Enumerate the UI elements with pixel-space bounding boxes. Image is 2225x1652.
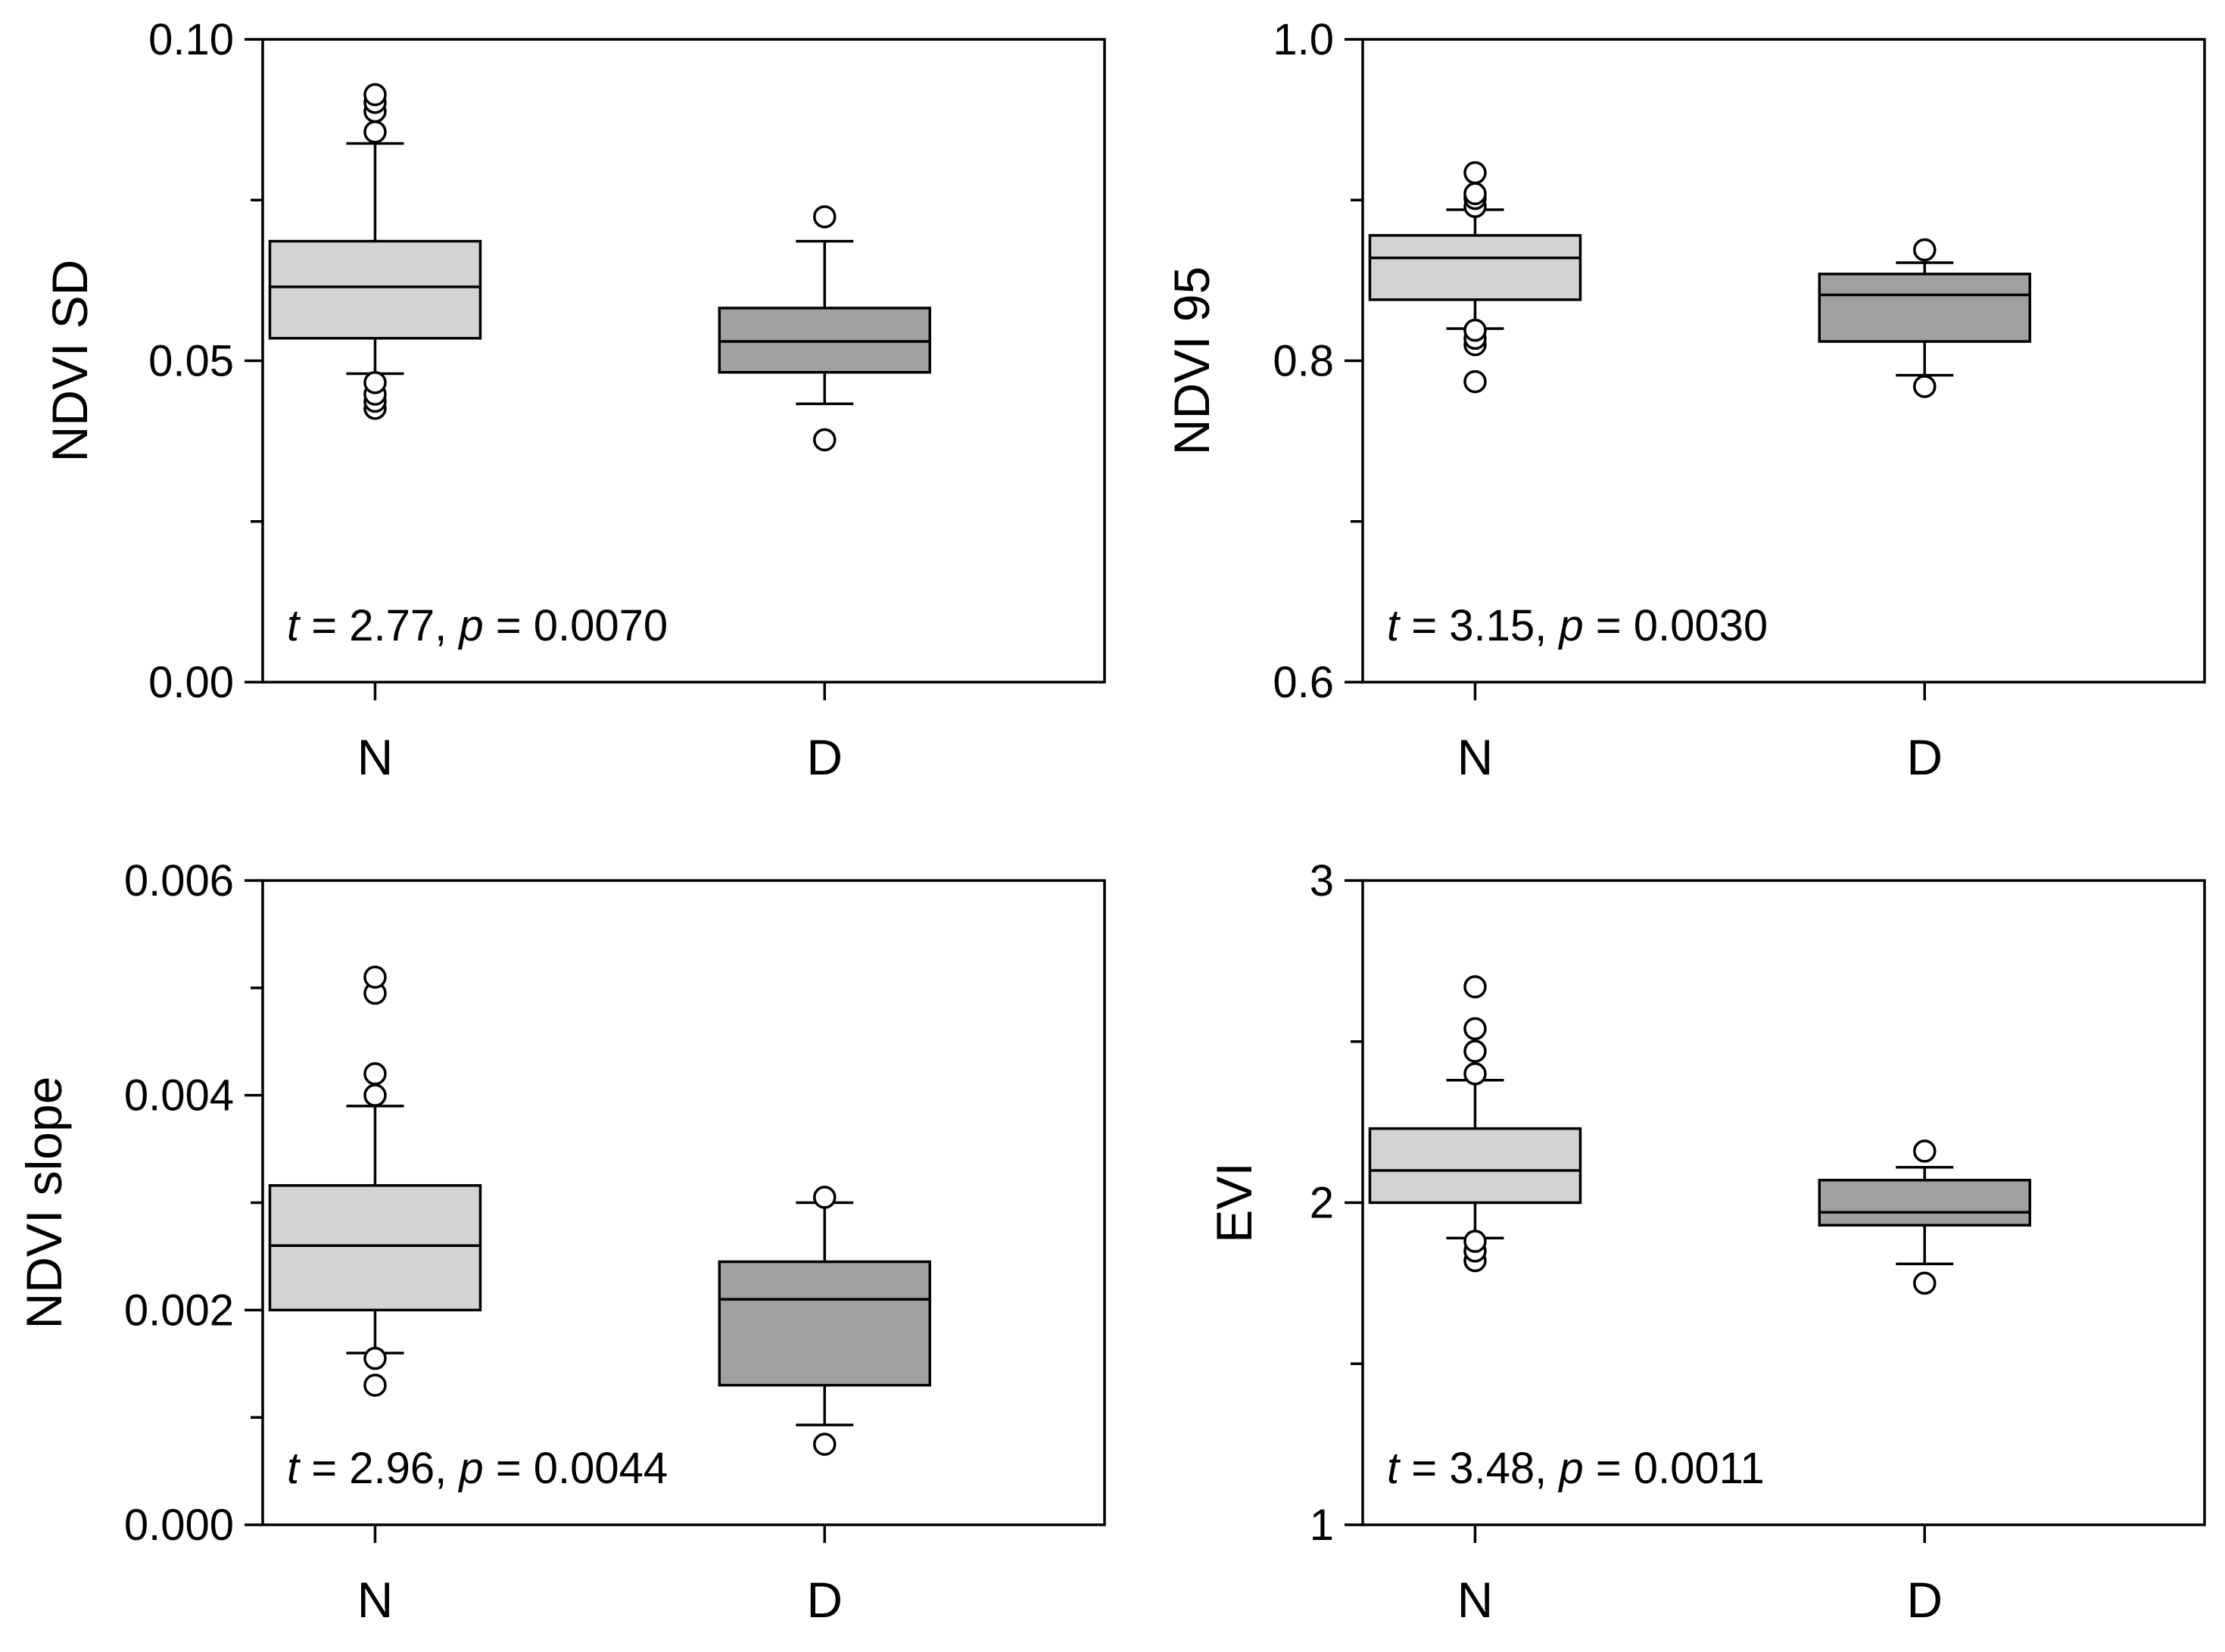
panel-ndvi-95: 0.6 0.8 1.0 NDVI 95 N Dt = 3.15, p = 0.0030 <box>1164 15 2206 785</box>
t-symbol: t <box>287 601 301 650</box>
x-category-label: D <box>1906 729 1943 785</box>
stat-annotation: t = 2.77, p = 0.0070 <box>287 601 668 650</box>
plot-frame <box>261 38 1106 684</box>
outlier-point <box>813 1186 837 1209</box>
stat-value: = 2.77, <box>299 601 459 650</box>
stat-annotation: t = 3.48, p = 0.0011 <box>1387 1444 1765 1493</box>
outlier-point <box>1913 1139 1937 1163</box>
y-tick-label: 1.0 <box>1273 15 1334 64</box>
outlier-point <box>1463 975 1487 999</box>
y-tick-label: 3 <box>1310 856 1334 905</box>
stat-value: = 3.48, <box>1399 1444 1559 1493</box>
iqr-box <box>268 239 482 340</box>
stat-annotation: t = 3.15, p = 0.0030 <box>1387 601 1768 650</box>
box-series-D <box>1818 1139 2032 1295</box>
outlier-point <box>1463 318 1487 342</box>
outlier-point <box>363 965 387 989</box>
outlier-point <box>363 1083 387 1107</box>
y-axis-label: NDVI SD <box>42 260 98 463</box>
box-series-N <box>268 965 482 1397</box>
y-tick-label: 1 <box>1310 1501 1334 1550</box>
t-symbol: t <box>1387 1444 1401 1493</box>
iqr-box <box>268 1184 482 1312</box>
p-symbol: p <box>457 601 483 650</box>
iqr-box <box>1368 234 1582 301</box>
outlier-point <box>363 1346 387 1370</box>
outlier-point <box>813 428 837 452</box>
outlier-point <box>1463 1040 1487 1063</box>
box-series-D <box>718 205 932 452</box>
y-tick-label: 0.6 <box>1273 658 1334 707</box>
x-category-label: D <box>806 729 843 785</box>
panel-ndvi-sd: 0.00 0.05 0.10 NDVI SD N Dt = 2.77, p = 0.007… <box>42 15 1106 785</box>
x-category-label: N <box>357 1572 394 1628</box>
y-tick-label: 2 <box>1310 1179 1334 1228</box>
p-symbol: p <box>1557 601 1583 650</box>
outlier-point <box>1463 161 1487 185</box>
outlier-point <box>1463 1017 1487 1040</box>
x-category-label: N <box>357 729 394 785</box>
y-tick-label: 0.05 <box>148 337 234 386</box>
outlier-point <box>1463 369 1487 394</box>
stat-value: = 0.0011 <box>1584 1444 1765 1493</box>
stat-annotation: t = 2.96, p = 0.0044 <box>287 1444 668 1493</box>
outlier-point <box>363 1373 387 1397</box>
box-series-N <box>268 83 482 420</box>
y-tick-label: 0.8 <box>1273 337 1334 386</box>
outlier-point <box>813 205 837 229</box>
outlier-point <box>813 1432 837 1456</box>
outlier-point <box>1463 182 1487 206</box>
outlier-point <box>363 371 387 394</box>
box-series-N <box>1368 161 1582 394</box>
outlier-point <box>1913 1271 1937 1295</box>
y-axis-label: NDVI slope <box>16 1077 72 1329</box>
stat-value: = 0.0070 <box>484 601 668 650</box>
iqr-box <box>1368 1127 1582 1205</box>
y-tick-label: 0.10 <box>148 15 234 64</box>
p-symbol: p <box>1557 1444 1583 1493</box>
x-category-label: N <box>1457 729 1494 785</box>
x-category-label: N <box>1457 1572 1494 1628</box>
box-series-D <box>1818 238 2032 398</box>
y-axis-label: NDVI 95 <box>1164 267 1220 455</box>
outlier-point <box>363 1062 387 1086</box>
p-symbol: p <box>457 1444 483 1493</box>
stat-value: = 0.0030 <box>1584 601 1768 650</box>
outlier-point <box>1463 1230 1487 1253</box>
y-axis-label: EVI <box>1206 1162 1262 1242</box>
iqr-box <box>1818 1178 2032 1227</box>
t-symbol: t <box>1387 601 1401 650</box>
outlier-point <box>1913 238 1937 262</box>
y-tick-label: 0.000 <box>124 1501 234 1550</box>
stat-value: = 0.0044 <box>484 1444 668 1493</box>
plot-frame <box>1361 38 2206 684</box>
x-category-label: D <box>806 1572 843 1628</box>
y-tick-label: 0.00 <box>148 658 234 707</box>
y-tick-label: 0.002 <box>124 1286 234 1335</box>
panel-evi: 1 2 3 EVI N Dt = 3.48, p = 0.0011 <box>1206 856 2206 1628</box>
outlier-point <box>1913 375 1937 398</box>
stat-value: = 3.15, <box>1399 601 1559 650</box>
outlier-point <box>363 120 387 144</box>
box-series-D <box>718 1186 932 1456</box>
y-tick-label: 0.004 <box>124 1071 234 1121</box>
outlier-point <box>1463 1062 1487 1086</box>
panel-ndvi-slope: 0.000 0.002 0.004 0.006 NDVI slope N Dt = 2.96… <box>16 856 1106 1628</box>
y-tick-label: 0.006 <box>124 856 234 905</box>
box-series-N <box>1368 975 1582 1273</box>
x-category-label: D <box>1906 1572 1943 1628</box>
iqr-box <box>1818 273 2032 343</box>
iqr-box <box>718 1260 932 1387</box>
t-symbol: t <box>287 1444 301 1493</box>
outlier-point <box>363 83 387 107</box>
stat-value: = 2.96, <box>299 1444 459 1493</box>
